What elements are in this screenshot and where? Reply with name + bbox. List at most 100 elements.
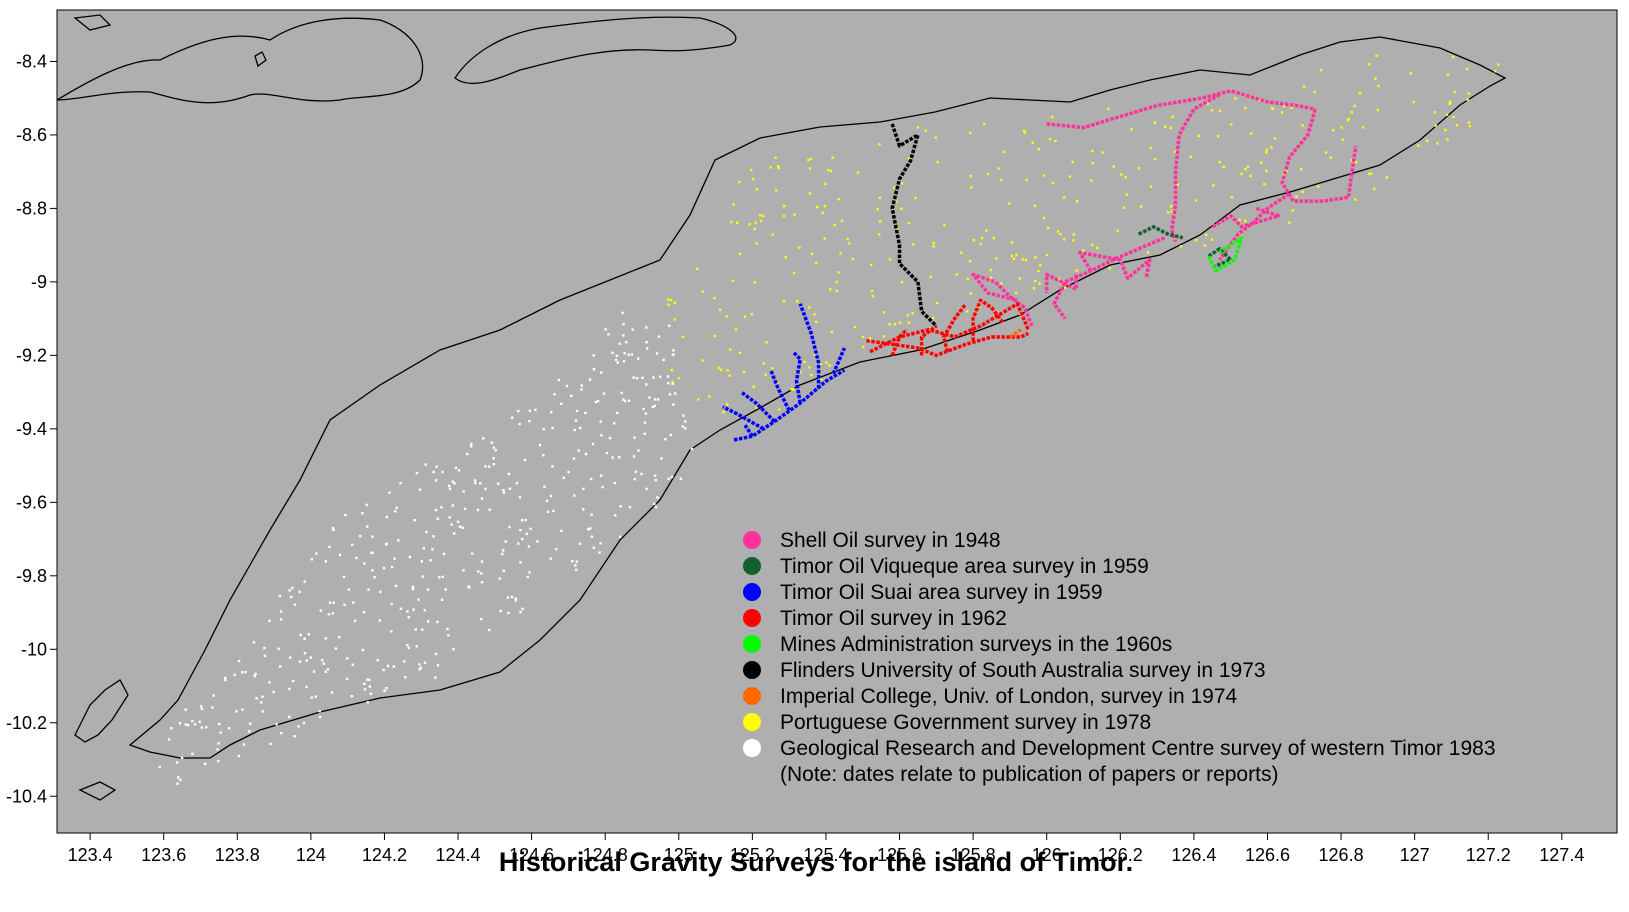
survey-station-point [518,496,522,499]
survey-station-point [1037,147,1040,151]
survey-station-point [474,481,477,485]
survey-station-point [399,482,402,485]
survey-station-point [1260,161,1263,164]
survey-station-point [528,420,531,423]
survey-traverse-line [971,298,1004,341]
survey-station-point [598,551,601,554]
survey-station-point [793,271,796,275]
survey-station-point [619,505,622,508]
survey-station-point [434,479,438,482]
survey-station-point [895,200,898,204]
survey-station-point [808,306,811,309]
survey-station-point [1444,128,1447,132]
survey-station-point [662,358,665,362]
survey-station-point [1189,155,1192,158]
survey-station-point [1197,134,1200,138]
survey-station-point [989,276,993,279]
survey-station-point [446,627,449,631]
survey-station-point [907,156,911,160]
survey-station-point [833,223,836,227]
survey-station-point [1176,183,1179,186]
survey-station-point [792,388,795,391]
legend-label: Timor Oil Suai area survey in 1959 [780,581,1103,604]
survey-station-point [1246,165,1250,168]
survey-station-point [546,510,550,514]
survey-traverse-line [722,405,765,431]
survey-station-point [241,671,244,674]
survey-station-point [385,515,389,519]
survey-station-point [831,156,834,159]
survey-station-point [441,575,444,578]
survey-station-point [782,214,786,218]
survey-station-point [471,552,474,555]
survey-station-point [734,328,738,331]
survey-station-point [176,782,179,785]
survey-station-point [480,560,484,563]
survey-station-point [293,603,297,606]
survey-station-point [1108,267,1111,270]
survey-station-point [305,685,308,689]
survey-station-point [502,491,506,494]
survey-station-point [298,590,301,594]
survey-station-point [462,490,465,493]
survey-station-point [501,552,504,556]
survey-station-point [233,673,236,677]
survey-station-point [654,505,657,509]
survey-station-point [679,477,683,480]
survey-station-point [1048,137,1052,141]
survey-station-point [1203,244,1207,247]
x-tick-label: 125.4 [803,845,848,865]
survey-station-point [798,246,801,249]
survey-station-point [955,273,958,276]
survey-station-point [363,688,367,691]
survey-station-point [668,324,671,327]
survey-station-point [1282,105,1286,108]
survey-station-point [671,380,674,384]
survey-station-point [310,696,313,699]
survey-station-point [799,370,802,374]
survey-station-point [318,715,322,719]
survey-station-point [580,384,583,387]
survey-station-point [180,756,184,759]
survey-station-point [1169,205,1173,208]
survey-station-point [1329,156,1333,159]
survey-station-point [776,165,780,168]
x-tick-label: 125.2 [730,845,775,865]
survey-station-point [1467,92,1470,95]
survey-station-point [269,742,272,746]
survey-station-point [1452,115,1455,119]
survey-station-point [644,412,648,415]
survey-station-point [573,428,576,432]
survey-station-point [551,465,554,468]
survey-station-point [575,560,578,563]
survey-station-point [1219,109,1222,113]
survey-station-point [413,519,416,522]
survey-station-point [297,725,300,728]
survey-station-point [484,465,487,468]
survey-station-point [570,394,573,397]
survey-traverse-line [1046,89,1316,130]
survey-station-point [1149,185,1153,188]
survey-station-point [216,748,219,751]
survey-station-point [829,169,833,173]
survey-station-point [722,410,725,414]
survey-station-point [368,678,371,681]
y-tick-label: -10.4 [6,786,47,806]
survey-station-point [418,488,422,491]
survey-station-point [1244,107,1247,110]
survey-station-point [440,506,443,509]
survey-station-point [1037,269,1040,273]
survey-station-point [911,243,915,246]
survey-traverse-line [831,347,847,375]
survey-station-point [622,323,625,326]
survey-station-point [600,371,603,374]
survey-station-point [681,425,684,428]
legend-marker [743,583,761,601]
survey-station-point [1271,107,1275,110]
survey-station-point [1051,115,1054,119]
survey-station-point [342,575,346,579]
survey-station-point [200,707,204,711]
survey-station-point [212,694,215,697]
survey-station-point [479,482,482,485]
survey-station-point [412,608,415,611]
